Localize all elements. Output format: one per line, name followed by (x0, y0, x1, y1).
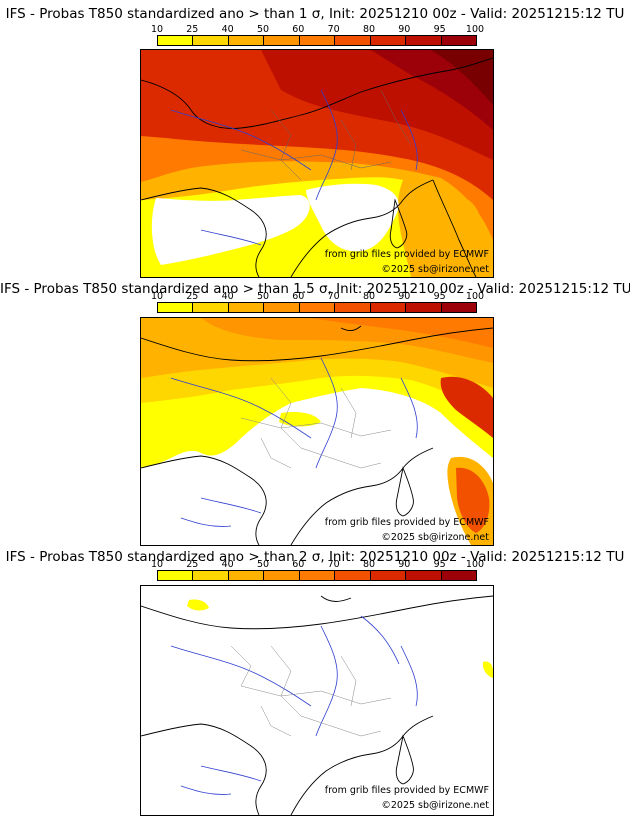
colorbar-swatch (193, 36, 229, 45)
colorbar-swatch (335, 571, 371, 580)
colorbar-swatch (193, 571, 229, 580)
colorbar-tick: 25 (186, 291, 199, 302)
colorbar-swatch (370, 36, 407, 45)
colorbar-tick: 90 (398, 559, 411, 570)
colorbar-swatch (299, 303, 336, 312)
colorbar-swatch (441, 303, 476, 312)
colorbar-tick: 100 (465, 24, 485, 35)
colorbar-tick: 80 (362, 24, 376, 35)
colorbar-tick: 100 (465, 559, 485, 570)
colorbar-tick: 60 (292, 24, 305, 35)
colorbar-swatch (299, 571, 336, 580)
probability-map: from grib files provided by ECMWF ©2025 … (140, 585, 494, 816)
colorbar-tick: 70 (327, 24, 340, 35)
colorbar-tick: 90 (398, 24, 411, 35)
colorbar-tick: 50 (256, 24, 270, 35)
colorbar-tick: 80 (362, 291, 376, 302)
credit-source: from grib files provided by ECMWF (324, 517, 489, 528)
colorbar-tick-labels: 10 25 40 50 60 70 80 90 95 100 (151, 291, 484, 302)
colorbar-tick: 95 (433, 559, 446, 570)
colorbar-tick: 95 (433, 291, 446, 302)
colorbar-swatch (370, 303, 407, 312)
colorbar-swatch (228, 571, 265, 580)
colorbar-swatch (264, 303, 300, 312)
colorbar-tick: 40 (221, 291, 234, 302)
colorbar-swatch (228, 303, 265, 312)
colorbar-tick: 70 (327, 291, 340, 302)
colorbar-swatch (299, 36, 336, 45)
colorbar-tick: 10 (150, 559, 164, 570)
colorbar-tick: 80 (362, 559, 376, 570)
colorbar-swatch (158, 36, 194, 45)
colorbar (157, 302, 477, 313)
colorbar-swatch (335, 36, 371, 45)
map-panel-2sigma: IFS - Probas T850 standardized ano > tha… (0, 548, 630, 828)
panel-title: IFS - Probas T850 standardized ano > tha… (5, 6, 625, 22)
colorbar-tick-labels: 10 25 40 50 60 70 80 90 95 100 (151, 24, 484, 35)
colorbar-tick: 60 (292, 291, 305, 302)
panel-title: IFS - Probas T850 standardized ano > tha… (0, 281, 630, 297)
probability-map: from grib files provided by ECMWF ©2025 … (140, 317, 494, 546)
map-panel-1-5sigma: IFS - Probas T850 standardized ano > tha… (0, 280, 630, 548)
credit-copyright: ©2025 sb@irizone.net (381, 532, 489, 543)
colorbar-swatch (335, 303, 371, 312)
map-graphic (141, 586, 493, 815)
colorbar-tick-labels: 10 25 40 50 60 70 80 90 95 100 (151, 559, 484, 570)
colorbar-tick: 60 (292, 559, 305, 570)
map-panel-1sigma: IFS - Probas T850 standardized ano > tha… (0, 0, 630, 280)
colorbar-swatch (158, 571, 194, 580)
colorbar-tick: 90 (398, 291, 411, 302)
colorbar-tick: 25 (186, 24, 199, 35)
colorbar-swatch (158, 303, 194, 312)
colorbar-swatch (193, 303, 229, 312)
colorbar-tick: 100 (465, 291, 485, 302)
map-graphic (141, 50, 493, 277)
colorbar-swatch (264, 571, 300, 580)
colorbar-swatch (441, 571, 476, 580)
colorbar-tick: 25 (186, 559, 199, 570)
colorbar-swatch (406, 571, 442, 580)
colorbar-tick: 70 (327, 559, 340, 570)
colorbar (157, 570, 477, 581)
map-graphic (141, 318, 493, 545)
credit-copyright: ©2025 sb@irizone.net (381, 800, 489, 811)
colorbar-swatch (441, 36, 476, 45)
colorbar-tick: 50 (256, 291, 270, 302)
credit-source: from grib files provided by ECMWF (324, 249, 489, 260)
colorbar-tick: 95 (433, 24, 446, 35)
colorbar-swatch (406, 303, 442, 312)
probability-map: from grib files provided by ECMWF ©2025 … (140, 49, 494, 278)
colorbar-swatch (264, 36, 300, 45)
credit-source: from grib files provided by ECMWF (324, 785, 489, 796)
colorbar-swatch (406, 36, 442, 45)
credit-copyright: ©2025 sb@irizone.net (381, 264, 489, 275)
colorbar-tick: 10 (150, 24, 164, 35)
colorbar-swatch (370, 571, 407, 580)
colorbar-tick: 10 (150, 291, 164, 302)
colorbar-tick: 40 (221, 559, 234, 570)
colorbar-tick: 40 (221, 24, 234, 35)
colorbar-swatch (228, 36, 265, 45)
panel-title: IFS - Probas T850 standardized ano > tha… (5, 549, 625, 565)
colorbar (157, 35, 477, 46)
colorbar-tick: 50 (256, 559, 270, 570)
